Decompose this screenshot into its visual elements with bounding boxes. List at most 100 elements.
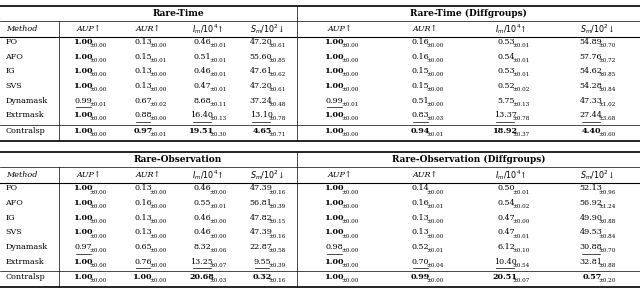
Text: ±0.01: ±0.01 <box>209 204 227 209</box>
Text: 13.25: 13.25 <box>190 258 213 266</box>
Text: ±0.15: ±0.15 <box>269 219 285 224</box>
Text: ±0.02: ±0.02 <box>150 102 167 107</box>
Text: 0.47: 0.47 <box>497 214 515 222</box>
Text: 0.51: 0.51 <box>194 53 211 61</box>
Text: 1.00: 1.00 <box>325 229 344 236</box>
Text: Rare-Time (Diffgroups): Rare-Time (Diffgroups) <box>410 8 527 18</box>
Text: ±0.00: ±0.00 <box>427 43 444 48</box>
Text: AUP↑: AUP↑ <box>328 171 352 179</box>
Text: 20.68: 20.68 <box>189 273 214 281</box>
Text: 22.87: 22.87 <box>250 243 273 251</box>
Text: ±0.00: ±0.00 <box>150 263 167 268</box>
Text: ±0.84: ±0.84 <box>598 87 616 92</box>
Text: ±0.01: ±0.01 <box>513 58 530 63</box>
Text: 47.61: 47.61 <box>250 67 273 75</box>
Text: ±0.00: ±0.00 <box>90 248 108 253</box>
Text: 0.13: 0.13 <box>134 82 152 90</box>
Text: 1.00: 1.00 <box>74 273 93 281</box>
Text: ±0.13: ±0.13 <box>209 116 226 121</box>
Text: ±0.00: ±0.00 <box>341 219 358 224</box>
Text: $I_m/10^4$↑: $I_m/10^4$↑ <box>495 22 527 35</box>
Text: AUR↑: AUR↑ <box>136 25 161 33</box>
Text: AFO: AFO <box>5 53 23 61</box>
Text: 10.40: 10.40 <box>494 258 516 266</box>
Text: ±0.16: ±0.16 <box>269 190 286 195</box>
Text: 1.00: 1.00 <box>74 111 93 119</box>
Text: 1.00: 1.00 <box>325 199 344 207</box>
Text: 0.97: 0.97 <box>75 243 92 251</box>
Text: $S_m/10^2$↓: $S_m/10^2$↓ <box>250 168 284 182</box>
Text: AUR↑: AUR↑ <box>413 25 438 33</box>
Text: 0.50: 0.50 <box>497 185 515 193</box>
Text: 1.00: 1.00 <box>325 273 344 281</box>
Text: ±0.39: ±0.39 <box>269 204 285 209</box>
Text: ±0.00: ±0.00 <box>90 58 108 63</box>
Text: ±0.03: ±0.03 <box>209 278 226 283</box>
Text: 56.92: 56.92 <box>580 199 602 207</box>
Text: 0.99: 0.99 <box>411 273 430 281</box>
Text: 0.76: 0.76 <box>134 258 152 266</box>
Text: 47.20: 47.20 <box>250 82 273 90</box>
Text: ±0.01: ±0.01 <box>341 102 358 107</box>
Text: 1.00: 1.00 <box>325 67 344 75</box>
Text: ±0.70: ±0.70 <box>598 43 616 48</box>
Text: Contralsp: Contralsp <box>5 127 45 134</box>
Text: Rare-Observation: Rare-Observation <box>134 155 222 164</box>
Text: ±0.72: ±0.72 <box>598 58 616 63</box>
Text: ±0.04: ±0.04 <box>427 263 444 268</box>
Text: ±0.01: ±0.01 <box>209 58 227 63</box>
Text: 1.00: 1.00 <box>325 82 344 90</box>
Text: AUP↑: AUP↑ <box>76 171 101 179</box>
Text: 47.82: 47.82 <box>250 214 273 222</box>
Text: 56.81: 56.81 <box>250 199 273 207</box>
Text: ±0.88: ±0.88 <box>598 219 616 224</box>
Text: ±0.11: ±0.11 <box>209 102 227 107</box>
Text: ±0.37: ±0.37 <box>513 132 530 137</box>
Text: 0.70: 0.70 <box>412 258 429 266</box>
Text: 27.44: 27.44 <box>580 111 602 119</box>
Text: 54.62: 54.62 <box>580 67 602 75</box>
Text: ±0.00: ±0.00 <box>90 43 108 48</box>
Text: 1.00: 1.00 <box>133 273 153 281</box>
Text: 0.53: 0.53 <box>497 67 515 75</box>
Text: ±0.20: ±0.20 <box>598 278 616 283</box>
Text: ±0.00: ±0.00 <box>341 43 358 48</box>
Text: ±0.00: ±0.00 <box>341 72 358 77</box>
Text: ±0.02: ±0.02 <box>513 204 530 209</box>
Text: 1.00: 1.00 <box>74 229 93 236</box>
Text: 1.00: 1.00 <box>74 82 93 90</box>
Text: 0.47: 0.47 <box>194 82 211 90</box>
Text: 1.00: 1.00 <box>325 53 344 61</box>
Text: 0.46: 0.46 <box>194 67 211 75</box>
Text: 9.55: 9.55 <box>253 258 271 266</box>
Text: 0.94: 0.94 <box>411 127 430 134</box>
Text: ±0.00: ±0.00 <box>427 87 444 92</box>
Text: Rare-Observation (Diffgroups): Rare-Observation (Diffgroups) <box>392 155 545 164</box>
Text: $I_m/10^4$↑: $I_m/10^4$↑ <box>192 22 223 35</box>
Text: ±0.10: ±0.10 <box>513 248 530 253</box>
Text: AUP↑: AUP↑ <box>328 25 352 33</box>
Text: Method: Method <box>6 25 37 33</box>
Text: ±0.07: ±0.07 <box>209 263 227 268</box>
Text: 47.20: 47.20 <box>250 38 273 46</box>
Text: ±0.78: ±0.78 <box>513 116 530 121</box>
Text: 0.54: 0.54 <box>497 199 515 207</box>
Text: 0.16: 0.16 <box>412 38 429 46</box>
Text: ±0.00: ±0.00 <box>427 278 444 283</box>
Text: 49.53: 49.53 <box>580 229 602 236</box>
Text: 1.00: 1.00 <box>74 258 93 266</box>
Text: 1.00: 1.00 <box>74 214 93 222</box>
Text: 0.83: 0.83 <box>412 111 429 119</box>
Text: 8.32: 8.32 <box>194 243 211 251</box>
Text: AUR↑: AUR↑ <box>413 171 438 179</box>
Text: 1.00: 1.00 <box>325 185 344 193</box>
Text: 0.52: 0.52 <box>412 243 429 251</box>
Text: ±0.00: ±0.00 <box>341 58 358 63</box>
Text: 0.13: 0.13 <box>134 38 152 46</box>
Text: ±3.68: ±3.68 <box>598 116 616 121</box>
Text: ±0.00: ±0.00 <box>150 43 167 48</box>
Text: ±0.61: ±0.61 <box>269 43 286 48</box>
Text: 0.13: 0.13 <box>412 214 429 222</box>
Text: ±0.48: ±0.48 <box>269 102 286 107</box>
Text: FO: FO <box>5 185 17 193</box>
